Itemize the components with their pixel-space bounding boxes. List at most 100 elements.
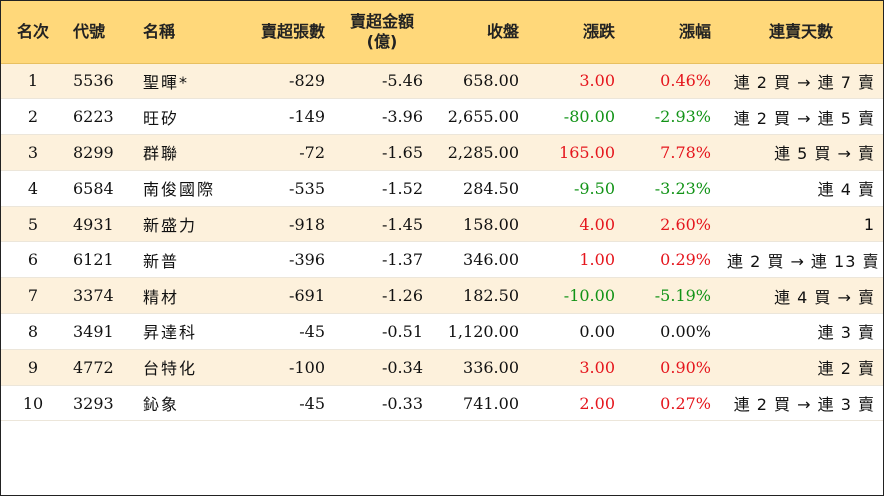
cell-name[interactable]: 昇達科	[135, 313, 231, 350]
header-rank[interactable]: 名次	[1, 1, 65, 64]
cell-net-sell-lots: -149	[231, 98, 333, 136]
cell-pct: -5.19%	[623, 277, 719, 315]
cell-rank: 6	[1, 241, 65, 279]
cell-code: 4772	[65, 349, 135, 386]
cell-streak: 連 2 買 → 連 13 賣	[719, 241, 883, 279]
cell-code: 6223	[65, 98, 135, 136]
cell-streak: 連 2 賣	[719, 349, 883, 386]
cell-net-sell-lots: -72	[231, 134, 333, 171]
header-code[interactable]: 代號	[65, 1, 135, 64]
cell-code: 4931	[65, 206, 135, 243]
cell-rank: 5	[1, 206, 65, 243]
cell-rank: 8	[1, 313, 65, 350]
cell-change: 2.00	[527, 385, 623, 422]
cell-change: -9.50	[527, 170, 623, 207]
cell-close: 658.00	[431, 63, 527, 100]
cell-net-sell-lots: -535	[231, 170, 333, 207]
cell-change: -80.00	[527, 98, 623, 136]
header-net-sell-amount-label: 賣超金額	[349, 11, 414, 31]
cell-streak: 連 3 賣	[719, 313, 883, 350]
cell-change: 1.00	[527, 241, 623, 279]
cell-net-sell-amount: -3.96	[333, 98, 431, 136]
cell-name[interactable]: 南俊國際	[135, 170, 231, 207]
cell-rank: 2	[1, 98, 65, 136]
cell-net-sell-amount: -0.51	[333, 313, 431, 350]
cell-close: 336.00	[431, 349, 527, 386]
cell-close: 182.50	[431, 277, 527, 315]
cell-code: 5536	[65, 63, 135, 100]
cell-name[interactable]: 旺矽	[135, 98, 231, 136]
cell-net-sell-amount: -1.65	[333, 134, 431, 171]
cell-change: -10.00	[527, 277, 623, 315]
cell-rank: 10	[1, 385, 65, 422]
header-close[interactable]: 收盤	[431, 1, 527, 64]
cell-rank: 3	[1, 134, 65, 171]
cell-net-sell-amount: -5.46	[333, 63, 431, 100]
cell-streak: 1	[719, 206, 883, 243]
header-streak[interactable]: 連賣天數	[719, 1, 883, 64]
cell-close: 2,655.00	[431, 98, 527, 136]
table-row[interactable]: 2 6223 旺矽 -149 -3.96 2,655.00 -80.00 -2.…	[1, 98, 883, 136]
cell-name[interactable]: 群聯	[135, 134, 231, 171]
cell-change: 0.00	[527, 313, 623, 350]
cell-streak: 連 2 買 → 連 5 賣	[719, 98, 883, 136]
cell-name[interactable]: 鈊象	[135, 385, 231, 422]
cell-code: 6121	[65, 241, 135, 279]
table-row[interactable]: 6 6121 新普 -396 -1.37 346.00 1.00 0.29% 連…	[1, 241, 883, 279]
table-row[interactable]: 9 4772 台特化 -100 -0.34 336.00 3.00 0.90% …	[1, 349, 883, 386]
cell-net-sell-amount: -1.52	[333, 170, 431, 207]
cell-code: 8299	[65, 134, 135, 171]
cell-pct: 0.46%	[623, 63, 719, 100]
cell-close: 158.00	[431, 206, 527, 243]
cell-net-sell-lots: -396	[231, 241, 333, 279]
table-row[interactable]: 7 3374 精材 -691 -1.26 182.50 -10.00 -5.19…	[1, 277, 883, 315]
header-net-sell-lots[interactable]: 賣超張數	[231, 1, 333, 64]
cell-name[interactable]: 精材	[135, 277, 231, 315]
table-row[interactable]: 8 3491 昇達科 -45 -0.51 1,120.00 0.00 0.00%…	[1, 313, 883, 350]
cell-net-sell-amount: -0.34	[333, 349, 431, 386]
cell-pct: -3.23%	[623, 170, 719, 207]
table-body: 1 5536 聖暉* -829 -5.46 658.00 3.00 0.46% …	[1, 63, 883, 422]
cell-change: 165.00	[527, 134, 623, 171]
cell-rank: 9	[1, 349, 65, 386]
cell-code: 3374	[65, 277, 135, 315]
cell-net-sell-lots: -45	[231, 313, 333, 350]
cell-close: 1,120.00	[431, 313, 527, 350]
cell-name[interactable]: 新普	[135, 241, 231, 279]
cell-pct: 0.90%	[623, 349, 719, 386]
cell-name[interactable]: 新盛力	[135, 206, 231, 243]
table-row[interactable]: 1 5536 聖暉* -829 -5.46 658.00 3.00 0.46% …	[1, 63, 883, 100]
cell-pct: 7.78%	[623, 134, 719, 171]
cell-change: 4.00	[527, 206, 623, 243]
table-row[interactable]: 5 4931 新盛力 -918 -1.45 158.00 4.00 2.60% …	[1, 206, 883, 243]
net-sell-ranking-table: 名次 代號 名稱 賣超張數 賣超金額 (億) 收盤 漲跌 漲幅 連賣天數 1 5…	[1, 1, 883, 422]
header-name[interactable]: 名稱	[135, 1, 231, 64]
cell-code: 3293	[65, 385, 135, 422]
cell-pct: 2.60%	[623, 206, 719, 243]
cell-net-sell-amount: -1.45	[333, 206, 431, 243]
cell-close: 741.00	[431, 385, 527, 422]
header-change[interactable]: 漲跌	[527, 1, 623, 64]
table-row[interactable]: 10 3293 鈊象 -45 -0.33 741.00 2.00 0.27% 連…	[1, 385, 883, 422]
table-row[interactable]: 3 8299 群聯 -72 -1.65 2,285.00 165.00 7.78…	[1, 134, 883, 171]
cell-streak: 連 2 買 → 連 7 賣	[719, 63, 883, 100]
cell-change: 3.00	[527, 349, 623, 386]
cell-net-sell-lots: -100	[231, 349, 333, 386]
cell-net-sell-amount: -1.26	[333, 277, 431, 315]
cell-name[interactable]: 台特化	[135, 349, 231, 386]
cell-net-sell-lots: -45	[231, 385, 333, 422]
header-net-sell-amount-unit: (億)	[366, 31, 398, 51]
cell-name[interactable]: 聖暉*	[135, 63, 231, 100]
cell-streak: 連 4 買 → 賣	[719, 277, 883, 315]
cell-pct: 0.00%	[623, 313, 719, 350]
cell-net-sell-lots: -691	[231, 277, 333, 315]
header-pct[interactable]: 漲幅	[623, 1, 719, 64]
cell-pct: 0.27%	[623, 385, 719, 422]
cell-streak: 連 4 賣	[719, 170, 883, 207]
cell-net-sell-lots: -918	[231, 206, 333, 243]
table-row[interactable]: 4 6584 南俊國際 -535 -1.52 284.50 -9.50 -3.2…	[1, 170, 883, 207]
cell-pct: 0.29%	[623, 241, 719, 279]
cell-streak: 連 2 買 → 連 3 賣	[719, 385, 883, 422]
header-net-sell-amount[interactable]: 賣超金額 (億)	[333, 1, 431, 64]
